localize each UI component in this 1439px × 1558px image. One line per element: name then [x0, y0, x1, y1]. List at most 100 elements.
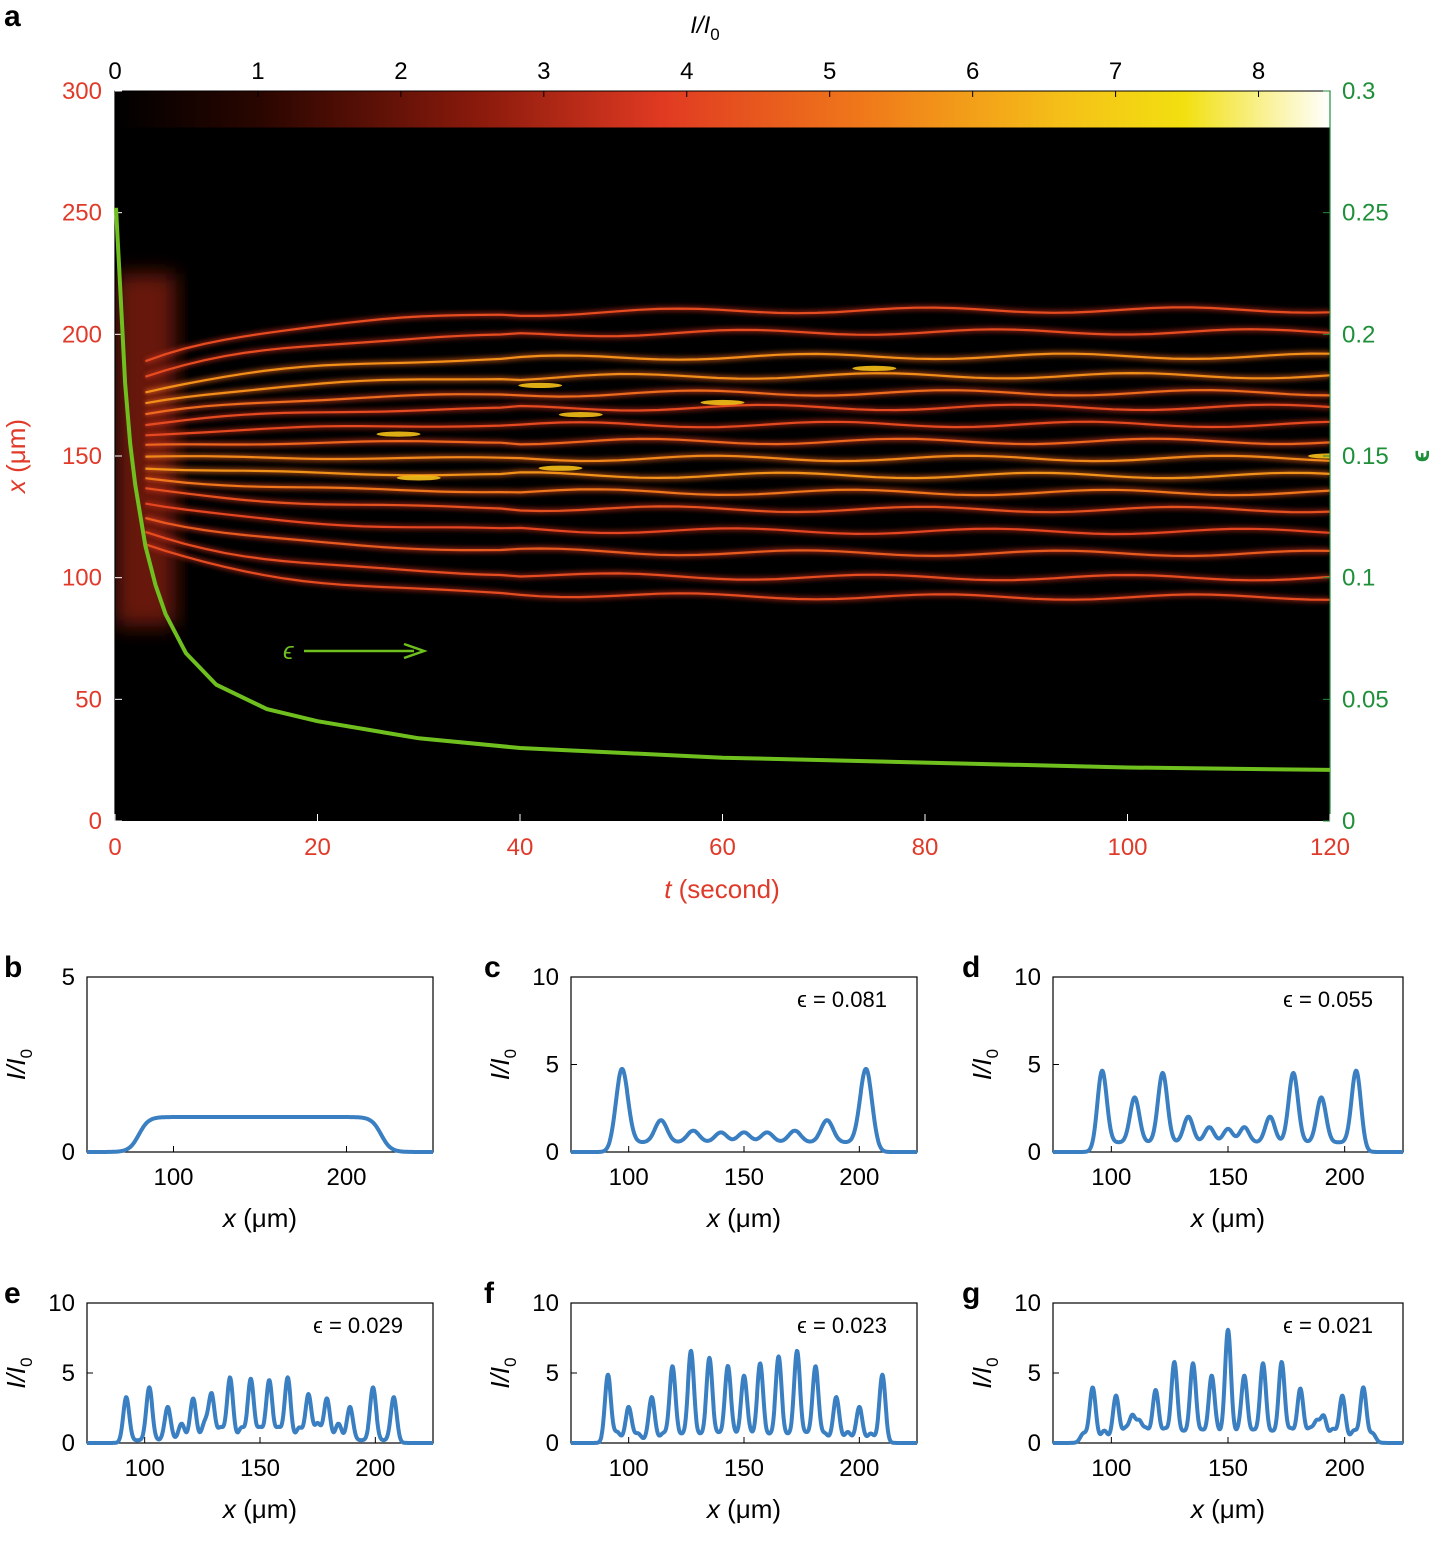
y-left-tick-label: 200 [62, 321, 102, 348]
x-tick-label: 200 [355, 1455, 395, 1482]
filament-hotspot [1308, 453, 1330, 459]
panel-label-c: c [484, 951, 501, 984]
x-tick-label: 150 [724, 1164, 764, 1191]
x-tick-label: 120 [1310, 834, 1350, 861]
y-axis-right-ticks: 0 0.05 0.1 0.15 0.2 0.25 0.3 [1323, 78, 1389, 835]
y-tick-label: 5 [1028, 1052, 1041, 1079]
panel-label-d: d [962, 951, 980, 984]
intensity-profile-line [85, 1115, 435, 1154]
y-axis-right-label: ϵ [1405, 450, 1435, 462]
colorbar: I/I0 0 1 2 3 4 5 6 7 8 [108, 12, 1331, 129]
panel-e: e 0 5 10 100 150 200 I/I0 x (μm) ϵ = 0.029 [1, 1277, 435, 1524]
x-axis-label: x (μm) [705, 1203, 781, 1233]
colorbar-tick-label: 5 [823, 58, 836, 85]
epsilon-annotation: ϵ = 0.021 [1283, 1313, 1373, 1338]
filament [145, 437, 1330, 446]
y-tick-label: 0 [1028, 1139, 1041, 1166]
y-left-tick-label: 150 [62, 443, 102, 470]
intensity-profile-line [1051, 1327, 1405, 1445]
x-tick-label: 200 [1325, 1164, 1365, 1191]
y-right-tick-label: 0.3 [1342, 78, 1375, 105]
colorbar-title: I/I0 [690, 12, 719, 44]
panel-d: d 0 5 10 100 150 200 I/I0 x (μm) ϵ = 0.055 [962, 951, 1405, 1233]
y-tick-label: 5 [62, 964, 75, 991]
y-axis-label: I/I0 [967, 1049, 1002, 1080]
filament [145, 516, 1330, 558]
x-tick-label: 200 [839, 1455, 879, 1482]
filament [145, 371, 1330, 405]
y-right-tick-label: 0.05 [1342, 686, 1389, 713]
filament [145, 328, 1330, 378]
colorbar-tick-label: 1 [251, 58, 264, 85]
y-tick-label: 5 [546, 1052, 559, 1079]
panel-label-a: a [4, 0, 21, 33]
x-tick-label: 200 [326, 1164, 366, 1191]
epsilon-annotation: ϵ = 0.023 [797, 1313, 887, 1338]
filament [145, 388, 1330, 416]
colorbar-tick-label: 4 [680, 58, 693, 85]
y-right-tick-label: 0.25 [1342, 200, 1389, 227]
intensity-profile-line [569, 1066, 919, 1154]
heatmap-filaments [144, 304, 1330, 603]
y-right-tick-label: 0.1 [1342, 565, 1375, 592]
x-tick-label: 150 [1208, 1164, 1248, 1191]
y-tick-label: 10 [532, 964, 559, 991]
colorbar-tick-label: 0 [108, 58, 121, 85]
colorbar-tick-label: 2 [394, 58, 407, 85]
intensity-profile-line [569, 1348, 919, 1445]
colorbar-tick-label: 3 [537, 58, 550, 85]
filament [145, 487, 1330, 514]
y-right-tick-label: 0.15 [1342, 443, 1389, 470]
y-tick-label: 5 [1028, 1360, 1041, 1387]
y-tick-label: 0 [62, 1430, 75, 1457]
filament-hotspot [396, 475, 441, 481]
y-axis-label: I/I0 [967, 1357, 1002, 1388]
y-left-tick-label: 50 [75, 686, 102, 713]
filament-hotspot [518, 382, 563, 389]
y-axis-label: I/I0 [1, 1357, 36, 1388]
y-tick-label: 0 [546, 1430, 559, 1457]
filament [145, 352, 1330, 394]
epsilon-arrow-label: ϵ [283, 638, 294, 665]
y-axis-left-label: x (μm) [1, 419, 31, 495]
filament-hotspot [376, 431, 421, 437]
y-left-tick-label: 100 [62, 565, 102, 592]
filament [145, 530, 1330, 582]
y-left-tick-label: 300 [62, 78, 102, 105]
y-right-tick-label: 0.2 [1342, 321, 1375, 348]
initial-beam [115, 273, 176, 627]
filament-hotspot [558, 412, 603, 418]
colorbar-tick-label: 6 [966, 58, 979, 85]
y-left-tick-label: 250 [62, 200, 102, 227]
y-tick-label: 10 [1014, 964, 1041, 991]
x-tick-label: 60 [709, 834, 736, 861]
y-tick-label: 0 [546, 1139, 559, 1166]
x-tick-label: 0 [108, 834, 121, 861]
x-axis-label: x (μm) [705, 1494, 781, 1524]
x-tick-label: 100 [609, 1455, 649, 1482]
panel-label-f: f [484, 1277, 495, 1310]
panel-f: f 0 5 10 100 150 200 I/I0 x (μm) ϵ = 0.023 [484, 1277, 919, 1524]
epsilon-annotation: ϵ = 0.081 [797, 987, 887, 1012]
intensity-profile-line [85, 1375, 435, 1445]
panel-b: b 0 5 100 200 I/I0 x (μm) [1, 951, 435, 1233]
filament-hotspot [700, 399, 745, 406]
y-axis-label: I/I0 [485, 1049, 520, 1080]
colorbar-tick-label: 7 [1109, 58, 1122, 85]
panel-label-b: b [4, 951, 22, 984]
epsilon-annotation: ϵ = 0.055 [1283, 987, 1373, 1012]
x-tick-label: 200 [839, 1164, 879, 1191]
filament [145, 306, 1330, 363]
x-tick-label: 100 [1091, 1164, 1131, 1191]
x-tick-label: 80 [912, 834, 939, 861]
panel-label-g: g [962, 1277, 980, 1310]
y-tick-label: 10 [532, 1290, 559, 1317]
y-tick-label: 5 [546, 1360, 559, 1387]
x-tick-label: 100 [153, 1164, 193, 1191]
x-tick-label: 150 [724, 1455, 764, 1482]
y-axis-left-ticks: 0 50 100 150 200 250 300 [62, 78, 122, 835]
x-tick-label: 100 [125, 1455, 165, 1482]
x-tick-label: 200 [1325, 1455, 1365, 1482]
y-tick-label: 10 [48, 1290, 75, 1317]
filament [145, 454, 1330, 463]
